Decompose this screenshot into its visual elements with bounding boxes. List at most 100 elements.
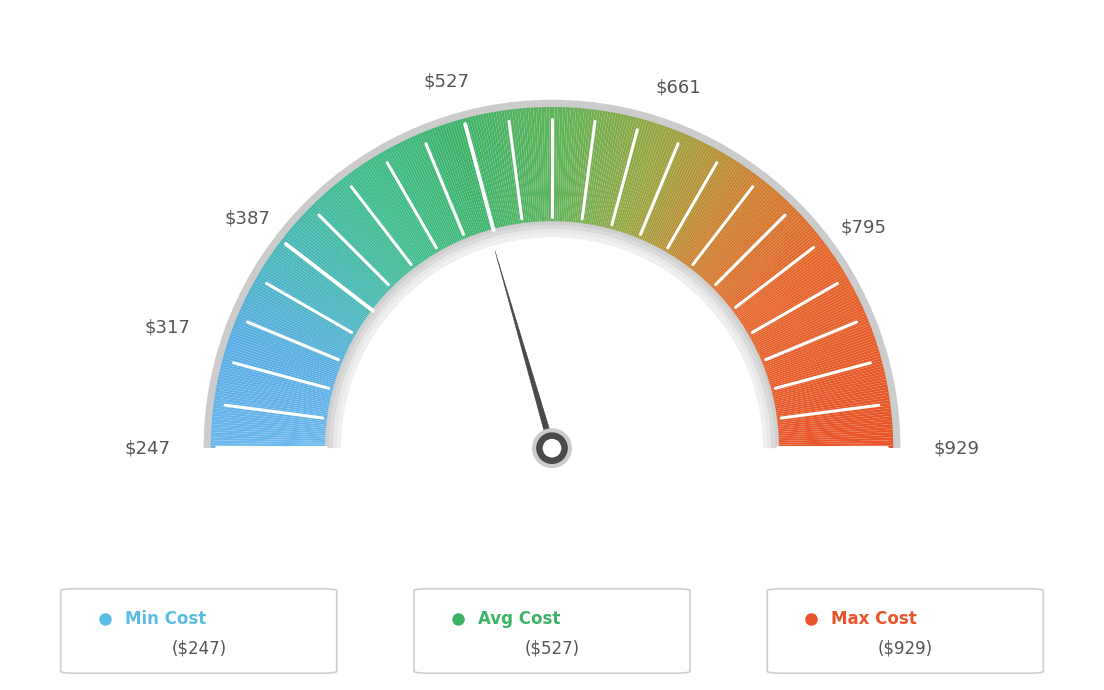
Wedge shape — [243, 300, 362, 358]
Wedge shape — [436, 126, 482, 250]
Wedge shape — [749, 322, 870, 372]
Wedge shape — [760, 382, 888, 408]
Wedge shape — [629, 131, 680, 253]
Wedge shape — [550, 107, 552, 237]
Wedge shape — [215, 390, 344, 413]
Wedge shape — [603, 117, 637, 244]
Wedge shape — [736, 282, 851, 346]
Wedge shape — [701, 207, 795, 300]
Wedge shape — [432, 128, 479, 250]
Wedge shape — [689, 189, 776, 288]
Wedge shape — [763, 437, 893, 443]
Wedge shape — [234, 322, 355, 372]
Wedge shape — [754, 351, 880, 389]
Wedge shape — [758, 376, 887, 405]
Wedge shape — [644, 141, 702, 259]
Wedge shape — [320, 196, 410, 293]
Wedge shape — [341, 179, 423, 282]
Wedge shape — [444, 124, 487, 248]
Wedge shape — [457, 120, 495, 246]
Wedge shape — [212, 424, 341, 435]
Wedge shape — [252, 284, 367, 348]
Wedge shape — [533, 108, 542, 237]
Wedge shape — [734, 275, 847, 342]
Wedge shape — [676, 172, 755, 278]
Wedge shape — [238, 310, 359, 364]
Wedge shape — [379, 153, 446, 266]
Wedge shape — [215, 392, 343, 415]
Wedge shape — [224, 353, 349, 391]
Wedge shape — [237, 313, 359, 366]
Wedge shape — [358, 166, 434, 275]
Wedge shape — [273, 250, 380, 327]
Wedge shape — [696, 197, 786, 295]
Wedge shape — [654, 149, 719, 264]
Wedge shape — [337, 233, 767, 448]
Wedge shape — [750, 330, 873, 377]
Wedge shape — [698, 201, 789, 297]
Wedge shape — [211, 432, 341, 440]
Wedge shape — [664, 159, 735, 270]
Wedge shape — [512, 109, 529, 239]
Wedge shape — [461, 119, 498, 244]
Wedge shape — [672, 168, 749, 275]
Wedge shape — [535, 107, 543, 237]
Wedge shape — [707, 217, 805, 306]
Wedge shape — [475, 115, 506, 243]
Wedge shape — [691, 193, 779, 291]
Wedge shape — [221, 364, 348, 397]
Wedge shape — [225, 348, 350, 388]
Wedge shape — [277, 244, 383, 323]
Wedge shape — [486, 113, 512, 241]
Wedge shape — [503, 110, 524, 239]
Wedge shape — [652, 148, 716, 263]
Wedge shape — [758, 374, 885, 404]
Wedge shape — [690, 190, 777, 290]
Wedge shape — [633, 133, 686, 254]
Wedge shape — [619, 124, 662, 248]
Wedge shape — [272, 252, 380, 328]
Text: ($527): ($527) — [524, 640, 580, 658]
Wedge shape — [757, 366, 884, 399]
Wedge shape — [214, 400, 343, 420]
Wedge shape — [305, 210, 401, 302]
Wedge shape — [730, 263, 840, 335]
Wedge shape — [635, 134, 688, 255]
Wedge shape — [703, 210, 799, 302]
Wedge shape — [744, 306, 863, 362]
Wedge shape — [520, 108, 534, 238]
Wedge shape — [598, 115, 629, 243]
Wedge shape — [763, 446, 893, 448]
Wedge shape — [388, 148, 452, 263]
Wedge shape — [722, 246, 828, 324]
Wedge shape — [428, 129, 477, 251]
Wedge shape — [606, 119, 643, 244]
Wedge shape — [702, 209, 797, 302]
Wedge shape — [751, 333, 874, 378]
Wedge shape — [257, 275, 370, 342]
Wedge shape — [728, 259, 837, 333]
Wedge shape — [613, 121, 652, 246]
Wedge shape — [558, 107, 563, 237]
Wedge shape — [329, 225, 775, 448]
Wedge shape — [267, 259, 376, 333]
Wedge shape — [265, 261, 375, 334]
Wedge shape — [648, 144, 709, 261]
Wedge shape — [240, 308, 360, 363]
Wedge shape — [268, 257, 378, 331]
Wedge shape — [280, 239, 385, 320]
Wedge shape — [385, 149, 450, 264]
Wedge shape — [752, 340, 877, 383]
Wedge shape — [592, 113, 618, 241]
Wedge shape — [488, 112, 514, 241]
Wedge shape — [578, 110, 597, 239]
Wedge shape — [561, 107, 569, 237]
Wedge shape — [763, 422, 892, 433]
Wedge shape — [740, 291, 856, 353]
Wedge shape — [762, 406, 891, 424]
Wedge shape — [755, 355, 881, 393]
Wedge shape — [376, 155, 445, 267]
Wedge shape — [757, 368, 884, 400]
Wedge shape — [708, 219, 806, 307]
Wedge shape — [585, 111, 608, 240]
